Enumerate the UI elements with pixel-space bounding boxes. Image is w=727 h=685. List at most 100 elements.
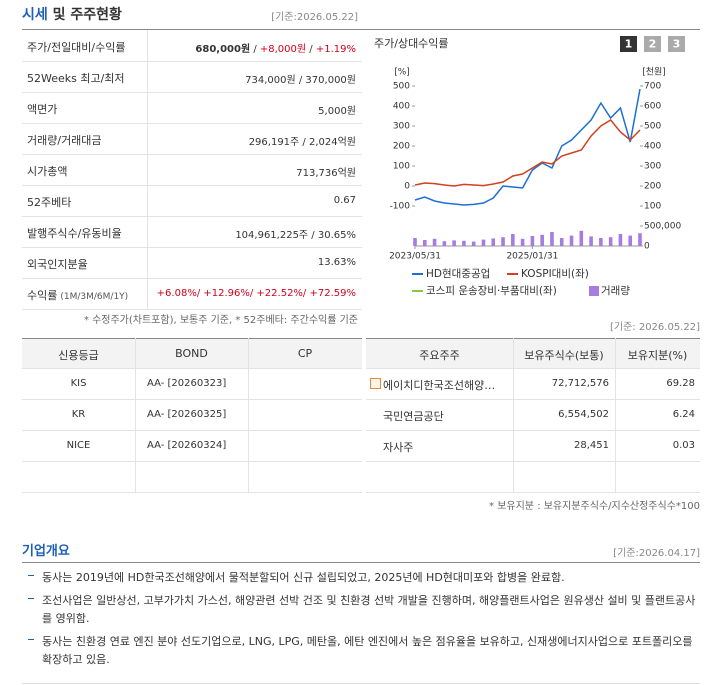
tab-label[interactable]: 1 — [625, 38, 633, 51]
volume-bar — [422, 240, 427, 246]
agency: KR — [71, 409, 86, 420]
row-rule — [22, 185, 362, 186]
volume-bar — [530, 236, 535, 246]
value-part: 104,961,225주 / 30.65% — [235, 230, 356, 241]
row-value: 13.63% — [318, 257, 356, 268]
row-label: 주가/전일대비/수익률 — [27, 39, 126, 55]
holders-header: 주요주주 — [419, 349, 460, 362]
holder-name: 국민연금공단 — [383, 410, 444, 423]
row-rule — [22, 61, 362, 62]
row-rule — [22, 92, 362, 93]
value-part: 296,191주 / 2,024억원 — [248, 137, 356, 148]
tab[interactable] — [668, 36, 685, 52]
row-value: 680,000원 / +8,000원 / +1.19% — [195, 40, 356, 55]
volume-bar — [471, 241, 476, 246]
value-part: / — [250, 44, 260, 55]
chart: 주가/상대수익률 1 2 3 -100 0 100 200 300 400 500 100 200 30… — [374, 36, 685, 297]
holders-header: 보유주식수(보통) — [524, 349, 604, 362]
col-rule — [513, 338, 514, 492]
overview-date: [기준:2026.04.17] — [613, 548, 700, 559]
tab[interactable] — [620, 36, 637, 52]
tab-label[interactable]: 2 — [649, 38, 657, 51]
row-value: 713,736억원 — [296, 164, 356, 179]
volume-bar — [628, 235, 633, 246]
row-rule — [366, 492, 700, 493]
tab-label[interactable]: 3 — [673, 38, 681, 51]
bullet-dash — [28, 575, 34, 576]
bullet-dash — [28, 639, 34, 640]
row-rule — [22, 461, 362, 462]
bond: AA- [20260323] — [147, 378, 227, 389]
label-sub: (1M/3M/6M/1Y) — [60, 292, 129, 302]
label: 수익률 — [27, 289, 58, 302]
volume-bar — [452, 240, 456, 246]
row-rule — [22, 368, 362, 369]
volume-bar — [579, 230, 584, 246]
legend-label: HD현대중공업 — [426, 267, 490, 280]
value-part: 680,000원 — [195, 44, 251, 55]
row-rule — [366, 399, 700, 400]
volume-bar — [462, 240, 466, 246]
tab[interactable] — [644, 36, 661, 52]
volume-bar — [638, 233, 642, 246]
value-part: 734,000원 / 370,000원 — [245, 75, 356, 86]
col-rule — [615, 338, 616, 492]
expand-icon[interactable] — [370, 378, 381, 389]
volume-bar — [608, 237, 613, 246]
bullet-dash — [28, 598, 34, 599]
section-title: 시세 및 주주현황 — [22, 4, 122, 24]
row-rule — [366, 368, 700, 369]
header-bg — [22, 338, 362, 369]
value-part: +6.08%/ +12.96%/ +22.52%/ +72.59% — [156, 288, 356, 299]
tick-label: 600 — [644, 102, 661, 112]
tick-label: 200 — [393, 142, 410, 152]
tick-label: 400 — [644, 142, 661, 152]
credit-header: 신용등급 — [58, 349, 99, 362]
title-rest: 및 주주현황 — [52, 7, 122, 23]
row-label: 외국인지분율 — [27, 256, 88, 272]
row-rule — [22, 309, 362, 310]
row-label: 거래량/거래대금 — [27, 132, 102, 148]
row-rule — [22, 154, 362, 155]
agency: KIS — [70, 378, 87, 389]
value-part: / — [306, 44, 316, 55]
bond: AA- [20260325] — [147, 409, 227, 420]
tick-label: 400 — [393, 102, 410, 112]
col-rule — [135, 338, 136, 492]
volume-bar — [491, 238, 496, 246]
value-part: 713,736억원 — [296, 168, 356, 179]
series-line — [414, 119, 641, 187]
value-part: 13.63% — [317, 257, 356, 268]
volume-bar — [442, 241, 447, 246]
value-part: +8,000원 — [259, 44, 307, 55]
overview-item: 동사는 친환경 연료 엔진 분야 선도기업으로, LNG, LPG, 메탄올, … — [42, 635, 693, 666]
row-rule — [22, 123, 362, 124]
row-label: 52Weeks 최고/최저 — [27, 70, 125, 86]
row-value: 5,000원 — [318, 102, 356, 117]
volume-bar — [413, 238, 417, 246]
holder-pct: 0.03 — [672, 440, 695, 451]
col-rule — [147, 30, 148, 309]
row-value: +6.08%/ +12.96%/ +22.52%/ +72.59% — [157, 288, 356, 299]
tick-label: 200 — [644, 182, 661, 192]
row-rule — [366, 430, 700, 431]
holder-shares: 6,554,502 — [558, 409, 609, 420]
tick-label: 500 — [393, 82, 410, 92]
label: 주가/전일대비/수익률 — [27, 41, 126, 54]
tick-label: 0 — [404, 182, 410, 192]
x-tick-label: 2023/05/31 — [389, 252, 441, 262]
volume-bar — [550, 232, 554, 246]
legend-label: 코스피 운송장비·부품대비(좌) — [426, 285, 557, 297]
volume-bar — [569, 235, 574, 246]
legend-label: 거래량 — [601, 285, 630, 297]
row-label: 액면가 — [27, 101, 57, 117]
tick-label: 700 — [644, 82, 661, 92]
row-label: 수익률 (1M/3M/6M/1Y) — [27, 287, 128, 303]
tick-label: 500 — [644, 122, 661, 132]
overview-box — [22, 562, 700, 684]
label: 52주베타 — [27, 196, 72, 209]
row-label: 시가총액 — [27, 163, 67, 179]
holders-header: 보유지분(%) — [627, 349, 688, 362]
legend-label: KOSPI대비(좌) — [521, 268, 589, 280]
